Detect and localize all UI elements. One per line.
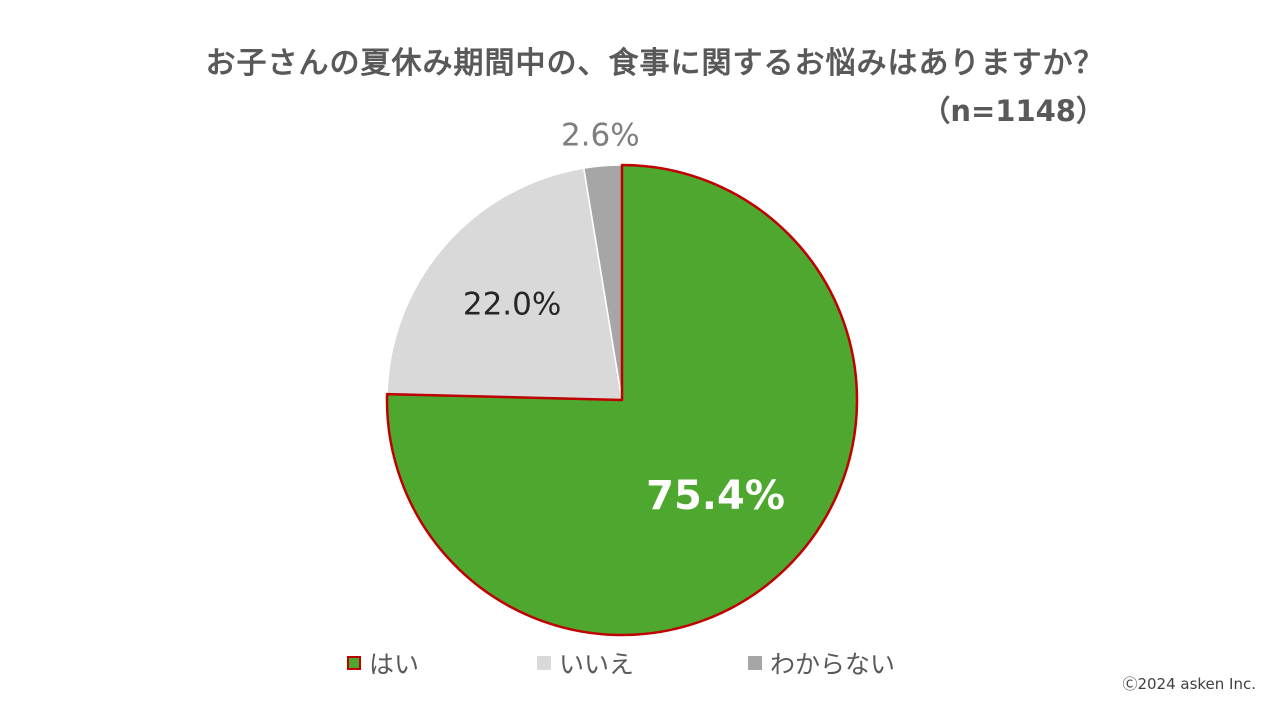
- legend-label-unknown: わからない: [770, 650, 896, 679]
- data-label-unknown: 2.6%: [561, 117, 640, 153]
- legend-item-yes: はい: [347, 645, 419, 681]
- legend-label-no: いいえ: [559, 650, 635, 679]
- chart-legend: はい いいえ わからない: [0, 645, 1280, 681]
- data-label-no: 22.0%: [463, 286, 561, 322]
- pie-slice-no: [386, 167, 623, 401]
- legend-swatch-no: [537, 656, 551, 670]
- legend-item-no: いいえ: [537, 645, 634, 681]
- legend-label-yes: はい: [369, 650, 420, 679]
- legend-swatch-yes: [347, 656, 361, 670]
- legend-item-unknown: わからない: [748, 645, 895, 681]
- chart-subtitle: （n=1148）: [921, 94, 1105, 128]
- copyright-text: Ⓒ2024 asken Inc.: [1122, 675, 1256, 693]
- pie-slice-yes: [385, 163, 859, 637]
- chart-title: お子さんの夏休み期間中の、食事に関するお悩みはありますか？: [205, 46, 1105, 81]
- legend-swatch-unknown: [748, 656, 762, 670]
- data-label-yes: 75.4%: [646, 473, 785, 519]
